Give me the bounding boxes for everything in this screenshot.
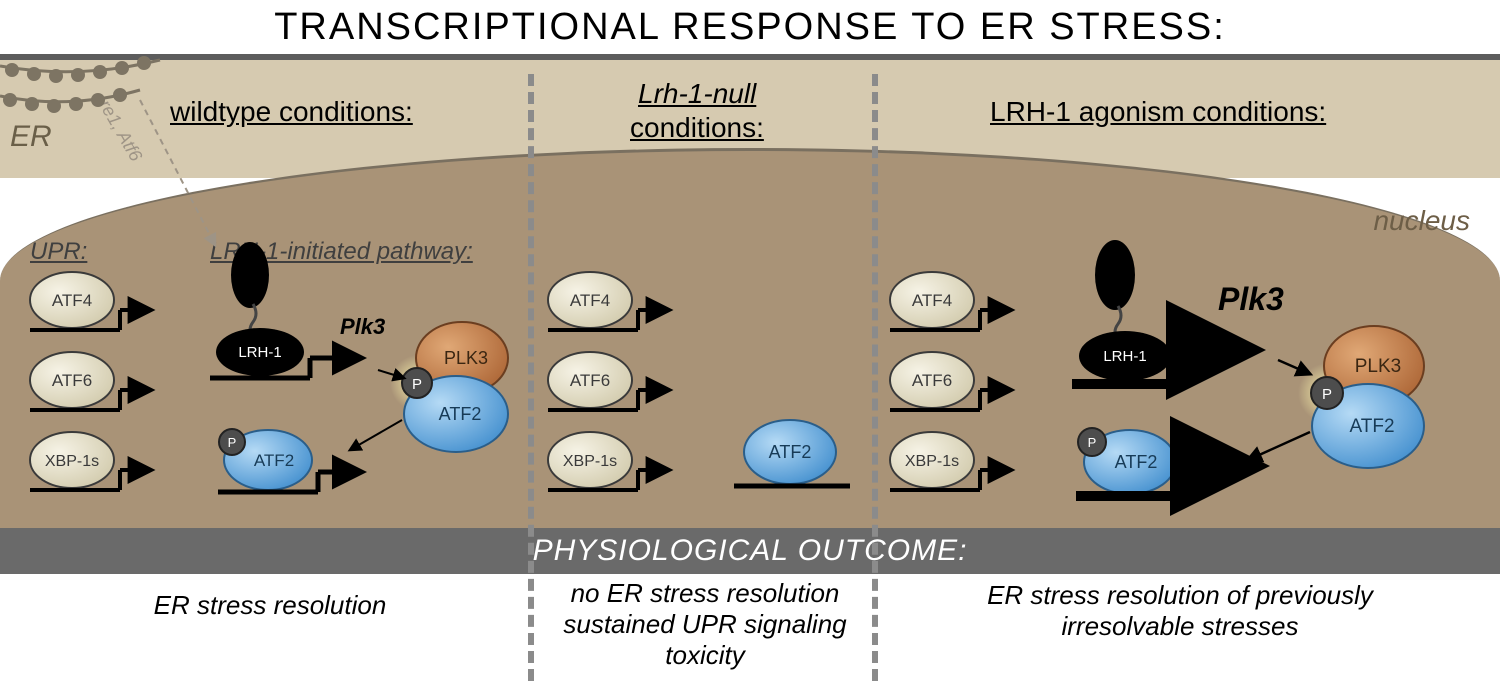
outcome-bar-label: PHYSIOLOGICAL OUTCOME: <box>533 534 968 568</box>
nucleus-label: nucleus <box>1373 205 1470 237</box>
outcome-bar: PHYSIOLOGICAL OUTCOME: <box>0 528 1500 574</box>
separator-2 <box>872 74 878 681</box>
subheading-lrh1path: LRH-1-initiated pathway: <box>210 238 473 266</box>
separator-1 <box>528 74 534 681</box>
heading-agonism: LRH-1 agonism conditions: <box>990 96 1326 128</box>
outcome-agonism: ER stress resolution of previouslyirreso… <box>900 580 1460 642</box>
main-title: TRANSCRIPTIONAL RESPONSE TO ER STRESS: <box>0 6 1500 49</box>
er-label: ER <box>10 120 52 154</box>
nucleus-region <box>0 148 1500 528</box>
outcome-wt: ER stress resolution <box>60 590 480 621</box>
subheading-upr: UPR: <box>30 238 87 266</box>
heading-null-line2: conditions: <box>630 112 764 144</box>
heading-wildtype: wildtype conditions: <box>170 96 413 128</box>
outcome-null: no ER stress resolutionsustained UPR sig… <box>545 578 865 672</box>
heading-null-line1: Lrh-1-null <box>638 78 756 110</box>
